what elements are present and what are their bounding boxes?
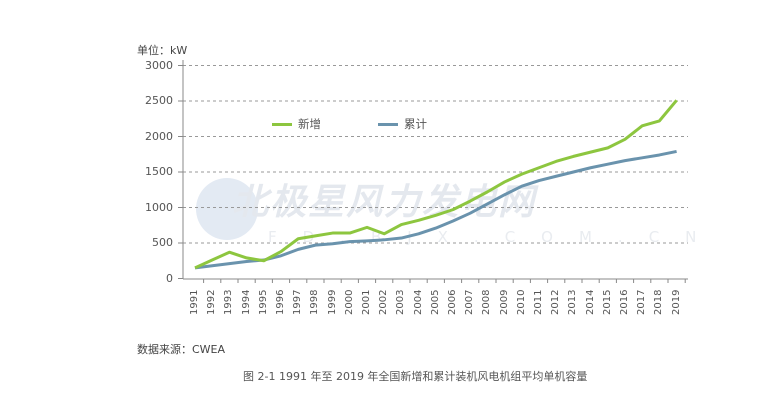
y-tick-label: 2000 bbox=[145, 129, 173, 143]
watermark-text: 北极星风力发电网 bbox=[232, 182, 537, 223]
y-tick-label: 1500 bbox=[145, 165, 173, 178]
legend-swatch-new bbox=[272, 122, 292, 126]
legend-swatch-cumulative bbox=[378, 122, 398, 126]
watermark-logo-icon bbox=[196, 178, 258, 240]
y-tick-label: 2500 bbox=[145, 94, 173, 107]
x-axis-tick-marks bbox=[203, 279, 686, 283]
gridlines bbox=[178, 65, 688, 279]
y-axis-unit-label: 单位：kW bbox=[137, 44, 188, 57]
legend-item-cumulative: 累计 bbox=[378, 116, 427, 132]
y-tick-label: 0 bbox=[166, 271, 173, 285]
series-line-cumulative bbox=[194, 149, 677, 270]
series-line-new bbox=[194, 99, 678, 270]
figure-caption: 图 2-1 1991 年至 2019 年全国新增和累计装机风电机组平均单机容量 bbox=[243, 370, 588, 383]
y-tick-label: 1000 bbox=[145, 200, 173, 214]
legend-label-cumulative: 累计 bbox=[404, 117, 427, 131]
y-tick-label: 500 bbox=[152, 236, 173, 249]
data-source-note: 数据来源：CWEA bbox=[137, 343, 226, 356]
y-tick-label: 3000 bbox=[145, 58, 173, 72]
legend-label-new: 新增 bbox=[298, 117, 321, 131]
legend-item-new: 新增 bbox=[272, 116, 321, 132]
